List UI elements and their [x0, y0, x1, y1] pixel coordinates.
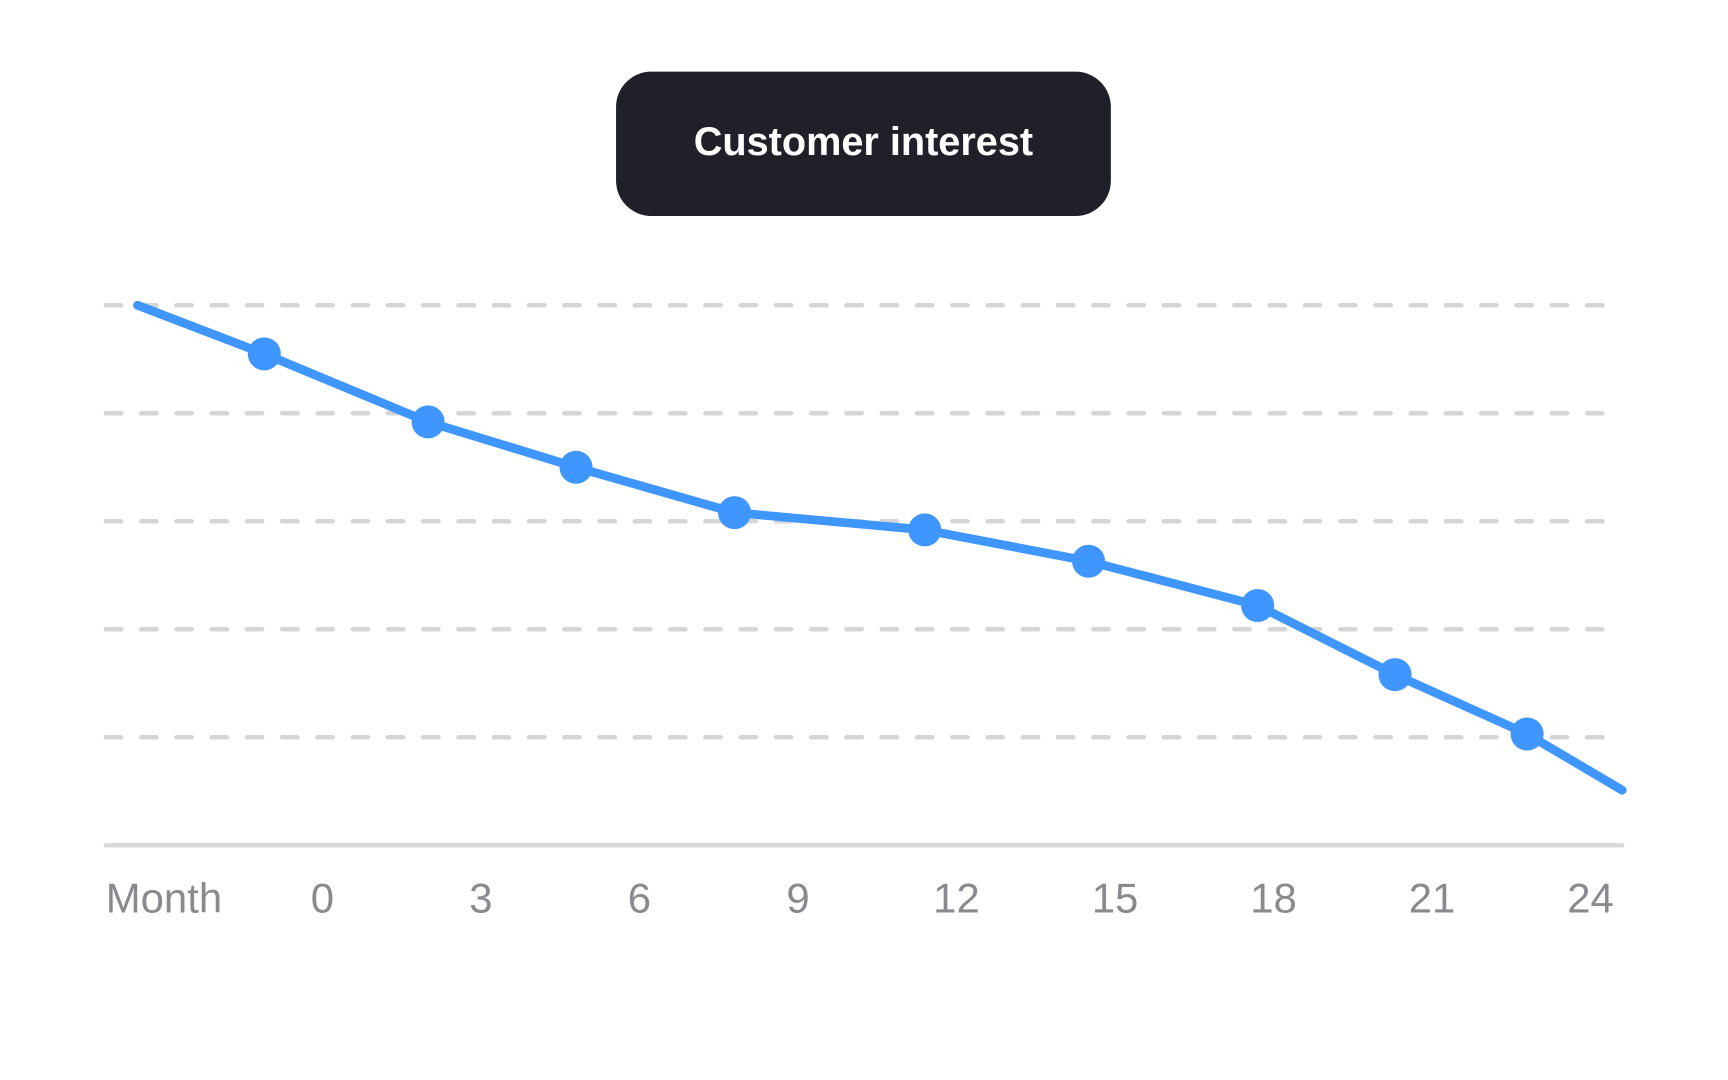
x-tick-label: 15: [1092, 875, 1139, 922]
data-point: [718, 496, 752, 530]
data-point: [1241, 588, 1275, 623]
title-pill: [616, 71, 1111, 216]
x-tick-label: 21: [1409, 875, 1456, 922]
x-tick-label: 9: [786, 875, 809, 922]
x-tick-label: 24: [1567, 875, 1614, 922]
data-point: [247, 337, 281, 371]
data-point: [1510, 717, 1544, 751]
data-point: [1072, 544, 1106, 578]
data-point: [411, 405, 445, 439]
x-tick-label: 0: [311, 875, 334, 922]
x-tick-label: 6: [628, 875, 651, 922]
x-tick-label: 3: [469, 875, 492, 922]
data-point: [1378, 658, 1412, 692]
data-point: [559, 450, 593, 484]
data-point: [908, 513, 942, 547]
chart-title: Customer interest: [694, 120, 1033, 164]
data-line: [133, 300, 1627, 795]
x-tick-label: 18: [1250, 875, 1297, 922]
x-axis-label: Month: [106, 875, 222, 922]
x-tick-label: 12: [933, 875, 980, 922]
